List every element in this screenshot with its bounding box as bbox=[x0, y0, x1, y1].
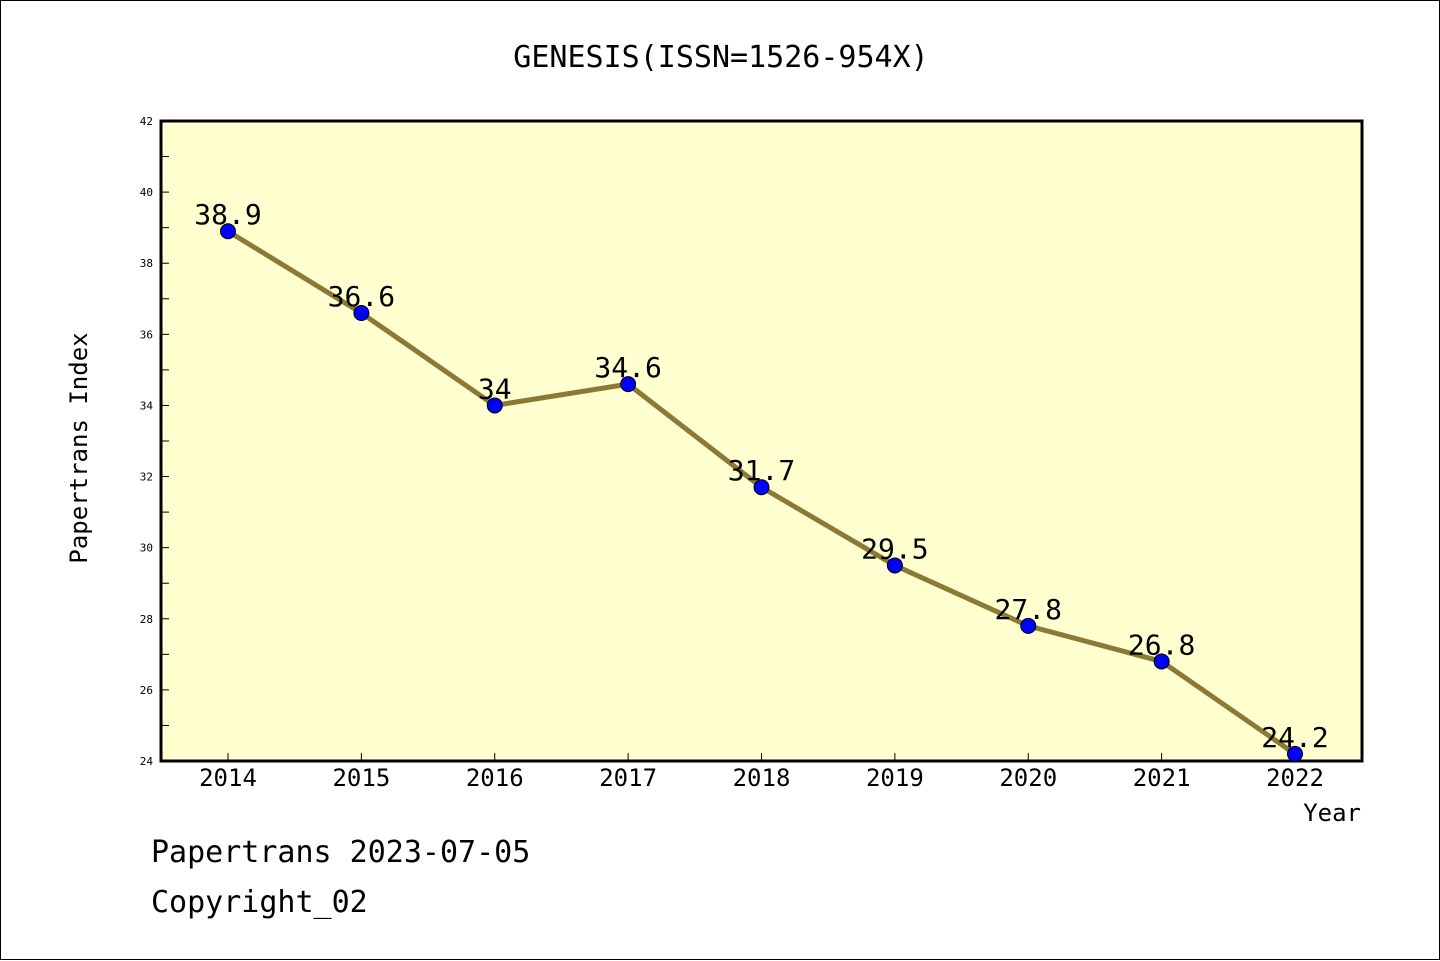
y-axis-label: Papertrans Index bbox=[65, 332, 93, 563]
x-tick-label: 2017 bbox=[599, 764, 657, 792]
data-point-marker bbox=[220, 223, 236, 240]
data-point-marker bbox=[620, 376, 637, 393]
data-point-label: 38.9 bbox=[194, 198, 261, 231]
data-point-marker bbox=[1020, 617, 1037, 634]
y-tick-label: 34 bbox=[140, 399, 154, 412]
data-point-label: 31.7 bbox=[728, 454, 795, 487]
data-point-label: 27.8 bbox=[995, 593, 1062, 626]
x-tick-label: 2021 bbox=[1133, 764, 1191, 792]
y-tick-label: 30 bbox=[140, 542, 153, 555]
plot-area bbox=[159, 119, 1364, 763]
footer-date-text: Papertrans 2023-07-05 bbox=[151, 835, 531, 870]
data-point-marker bbox=[1153, 653, 1170, 670]
series-markers bbox=[220, 223, 1303, 762]
x-tick-label: 2016 bbox=[466, 764, 524, 792]
y-axis: 24 26 28 30 32 34 36 38 40 42 bbox=[140, 115, 169, 768]
data-point-label: 36.6 bbox=[328, 280, 395, 313]
data-point-marker bbox=[353, 305, 370, 321]
y-tick-label: 36 bbox=[140, 328, 153, 341]
y-tick-label: 24 bbox=[140, 755, 154, 768]
x-tick-label: 2019 bbox=[866, 764, 924, 792]
data-point-label: 24.2 bbox=[1261, 721, 1328, 754]
x-tick-label: 2020 bbox=[999, 764, 1057, 792]
chart-title: GENESIS(ISSN=1526-954X) bbox=[513, 40, 928, 75]
data-point-label: 29.5 bbox=[861, 532, 928, 565]
data-point-marker bbox=[753, 479, 770, 496]
data-point-marker bbox=[486, 397, 503, 414]
x-tick-label: 2014 bbox=[199, 764, 257, 792]
y-tick-label: 42 bbox=[140, 115, 153, 128]
x-tick-label: 2018 bbox=[733, 764, 791, 792]
y-tick-label: 32 bbox=[140, 471, 153, 484]
data-labels: 38.9 36.6 34 34.6 31.7 29.5 27.8 26.8 24.2 bbox=[194, 198, 1328, 754]
y-tick-label: 38 bbox=[140, 257, 153, 270]
x-tick-label: 2015 bbox=[332, 764, 390, 792]
data-point-label: 34 bbox=[478, 372, 512, 405]
x-tick-label: 2022 bbox=[1266, 764, 1324, 792]
data-point-label: 34.6 bbox=[594, 351, 661, 384]
footer-copyright-text: Copyright_02 bbox=[151, 885, 368, 920]
x-axis: 2014 2015 2016 2017 2018 2019 2020 2021 2022 bbox=[199, 753, 1324, 792]
x-axis-label: Year bbox=[1303, 799, 1361, 827]
y-tick-label: 26 bbox=[140, 684, 153, 697]
data-point-marker bbox=[1287, 745, 1303, 762]
y-tick-label: 40 bbox=[140, 186, 153, 199]
y-tick-label: 28 bbox=[140, 613, 153, 626]
data-point-label: 26.8 bbox=[1128, 628, 1195, 661]
data-point-marker bbox=[886, 557, 903, 574]
